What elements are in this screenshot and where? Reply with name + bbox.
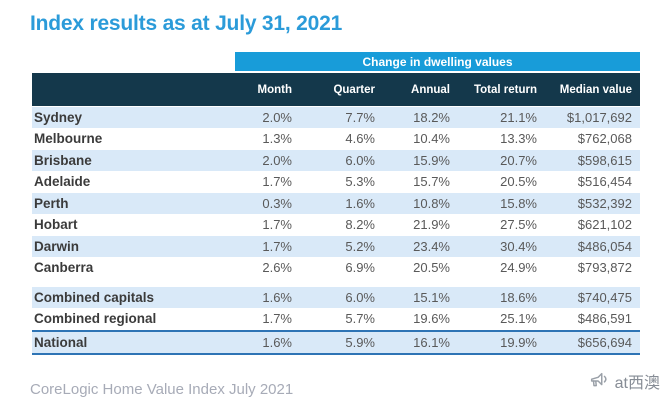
cell-value: 1.7% bbox=[262, 174, 292, 190]
row-label: Perth bbox=[34, 195, 69, 211]
cell-value: 6.0% bbox=[345, 152, 375, 168]
col-header-month: Month bbox=[257, 83, 292, 96]
row-label: National bbox=[34, 335, 88, 350]
cell-value: 16.1% bbox=[413, 335, 450, 350]
table-header-row: Month Quarter Annual Total return Median… bbox=[32, 73, 640, 106]
table-row: Darwin 1.7% 5.2% 23.4% 30.4% $486,054 bbox=[32, 236, 640, 258]
table-row: Brisbane 2.0% 6.0% 15.9% 20.7% $598,615 bbox=[32, 150, 640, 172]
col-header-total-return: Total return bbox=[473, 83, 537, 96]
cell-value: 1.7% bbox=[262, 238, 292, 254]
cell-value: 10.8% bbox=[413, 195, 450, 211]
cell-value: 18.2% bbox=[413, 109, 450, 125]
cell-value: 5.7% bbox=[345, 311, 375, 327]
cell-value: 25.1% bbox=[500, 311, 537, 327]
table-row: National 1.6% 5.9% 16.1% 19.9% $656,694 bbox=[32, 330, 640, 355]
cell-value: 21.1% bbox=[500, 109, 537, 125]
cell-value: 5.2% bbox=[345, 238, 375, 254]
table-row: Canberra 2.6% 6.9% 20.5% 24.9% $793,872 bbox=[32, 258, 640, 279]
row-label: Adelaide bbox=[34, 174, 91, 190]
col-header-median-value: Median value bbox=[559, 83, 632, 96]
cell-value: 6.0% bbox=[345, 289, 375, 305]
cell-value: 5.3% bbox=[345, 174, 375, 190]
cell-value: 15.9% bbox=[413, 152, 450, 168]
cell-value: 2.0% bbox=[262, 152, 292, 168]
row-label: Sydney bbox=[34, 109, 83, 125]
cell-value: 27.5% bbox=[500, 217, 537, 233]
cell-value: 1.6% bbox=[262, 335, 292, 350]
table-row: Perth 0.3% 1.6% 10.8% 15.8% $532,392 bbox=[32, 193, 640, 215]
cell-value: 2.0% bbox=[262, 109, 292, 125]
table-row: Hobart 1.7% 8.2% 21.9% 27.5% $621,102 bbox=[32, 215, 640, 236]
col-header-annual: Annual bbox=[411, 83, 450, 96]
cell-value: 1.6% bbox=[262, 289, 292, 305]
cell-value: 15.1% bbox=[413, 289, 450, 305]
row-spacer bbox=[32, 279, 640, 287]
cell-value: 15.8% bbox=[500, 195, 537, 211]
cell-value: 1.7% bbox=[262, 217, 292, 233]
cell-value: 20.5% bbox=[500, 174, 537, 190]
cell-value: $793,872 bbox=[577, 260, 632, 276]
cell-value: $532,392 bbox=[577, 195, 632, 211]
cell-value: 1.3% bbox=[262, 131, 292, 147]
cell-value: 8.2% bbox=[345, 217, 375, 233]
cell-value: $598,615 bbox=[577, 152, 632, 168]
watermark-label: at西澳 bbox=[614, 375, 660, 392]
change-in-dwelling-values-band: Change in dwelling values bbox=[235, 52, 640, 71]
cell-value: 19.6% bbox=[413, 311, 450, 327]
cell-value: 10.4% bbox=[413, 131, 450, 147]
cell-value: 24.9% bbox=[500, 260, 537, 276]
cell-value: $740,475 bbox=[577, 289, 632, 305]
col-header-quarter: Quarter bbox=[333, 83, 375, 96]
cell-value: 1.6% bbox=[345, 195, 375, 211]
cell-value: 19.9% bbox=[500, 335, 537, 350]
cell-value: 20.5% bbox=[413, 260, 450, 276]
row-label: Hobart bbox=[34, 217, 78, 233]
footer-caption: CoreLogic Home Value Index July 2021 bbox=[30, 381, 294, 398]
cell-value: 13.3% bbox=[500, 131, 537, 147]
watermark: at西澳 bbox=[588, 369, 660, 393]
row-label: Melbourne bbox=[34, 131, 103, 147]
cell-value: 0.3% bbox=[262, 195, 292, 211]
row-label: Combined capitals bbox=[34, 289, 155, 305]
cell-value: $656,694 bbox=[577, 335, 632, 350]
table-row: Combined capitals 1.6% 6.0% 15.1% 18.6% $740,… bbox=[32, 287, 640, 309]
table-row: Sydney 2.0% 7.7% 18.2% 21.1% $1,017,692 bbox=[32, 107, 640, 129]
cell-value: $1,017,692 bbox=[566, 109, 632, 125]
cell-value: 5.9% bbox=[345, 335, 375, 350]
cell-value: 6.9% bbox=[345, 260, 375, 276]
table-row: Melbourne 1.3% 4.6% 10.4% 13.3% $762,068 bbox=[32, 129, 640, 150]
table-row: Adelaide 1.7% 5.3% 15.7% 20.5% $516,454 bbox=[32, 172, 640, 193]
table-row: Combined regional 1.7% 5.7% 19.6% 25.1% $486,… bbox=[32, 309, 640, 330]
cell-value: 1.7% bbox=[262, 311, 292, 327]
cell-value: 7.7% bbox=[345, 109, 375, 125]
row-label: Combined regional bbox=[34, 311, 157, 327]
cell-value: 23.4% bbox=[413, 238, 450, 254]
cell-value: 2.6% bbox=[262, 260, 292, 276]
page-title: Index results as at July 31, 2021 bbox=[30, 12, 343, 35]
band-row: Change in dwelling values bbox=[32, 52, 640, 71]
row-label: Canberra bbox=[34, 260, 94, 276]
index-results-table: Change in dwelling values Month Quarter … bbox=[32, 52, 640, 355]
row-label: Darwin bbox=[34, 238, 80, 254]
cell-value: $516,454 bbox=[577, 174, 632, 190]
row-label: Brisbane bbox=[34, 152, 92, 168]
cell-value: 20.7% bbox=[500, 152, 537, 168]
cell-value: 18.6% bbox=[500, 289, 537, 305]
cell-value: 4.6% bbox=[345, 131, 375, 147]
cell-value: 21.9% bbox=[413, 217, 450, 233]
megaphone-icon bbox=[588, 370, 610, 392]
cell-value: $486,054 bbox=[577, 238, 632, 254]
cell-value: $486,591 bbox=[577, 311, 632, 327]
cell-value: 15.7% bbox=[413, 174, 450, 190]
cell-value: $762,068 bbox=[577, 131, 632, 147]
table-body: Sydney 2.0% 7.7% 18.2% 21.1% $1,017,692 Melbou… bbox=[32, 107, 640, 355]
cell-value: $621,102 bbox=[577, 217, 632, 233]
cell-value: 30.4% bbox=[500, 238, 537, 254]
